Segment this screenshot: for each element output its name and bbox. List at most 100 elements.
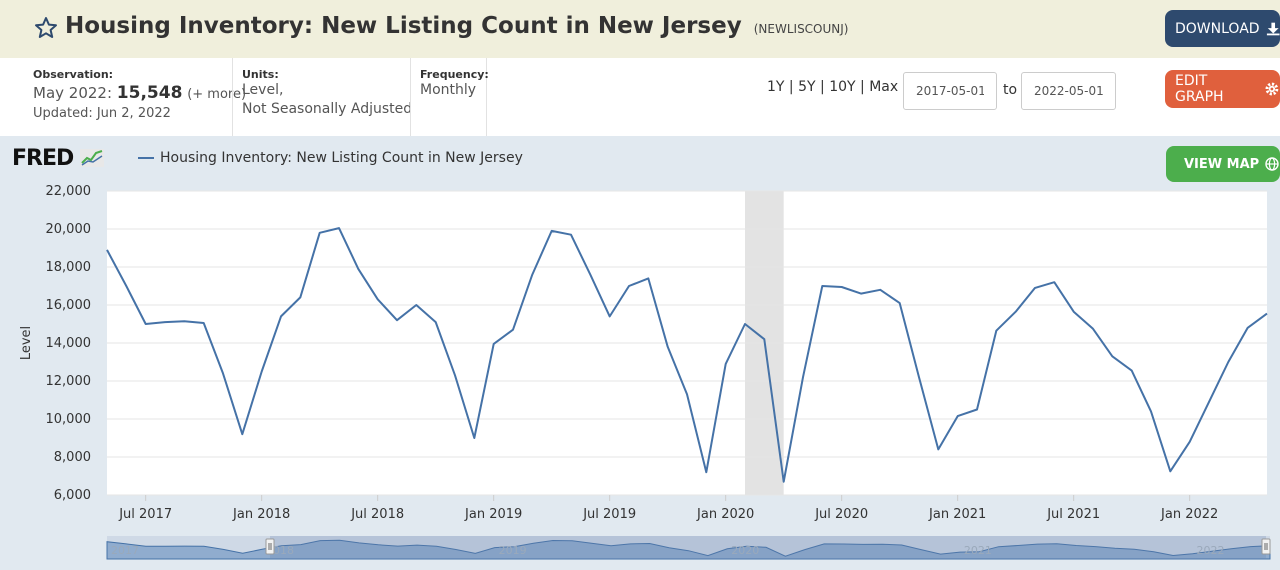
data-point[interactable] (1226, 360, 1230, 364)
range-max-link[interactable]: Max (869, 79, 899, 95)
page-title: Housing Inventory: New Listing Count in … (65, 13, 849, 39)
navigator-selection[interactable] (270, 536, 1266, 559)
data-point[interactable] (163, 320, 167, 324)
data-point[interactable] (820, 284, 824, 288)
range-1y-link[interactable]: 1Y (767, 79, 785, 95)
data-point[interactable] (240, 432, 244, 436)
navigator-year-label: 2017 (111, 544, 139, 557)
data-point[interactable] (530, 273, 534, 277)
navigator-year-label: 2019 (499, 544, 527, 557)
x-tick-label: Jul 2020 (814, 507, 868, 522)
data-point[interactable] (588, 273, 592, 277)
data-point[interactable] (898, 301, 902, 305)
data-point[interactable] (878, 288, 882, 292)
data-point[interactable] (917, 375, 921, 379)
data-point[interactable] (298, 295, 302, 299)
data-point[interactable] (182, 319, 186, 323)
data-point[interactable] (1246, 326, 1250, 330)
navigator-handle[interactable] (1261, 538, 1271, 555)
data-point[interactable] (1168, 469, 1172, 473)
data-point[interactable] (1110, 354, 1114, 358)
series-line[interactable] (106, 227, 1268, 483)
y-tick-label: 16,000 (46, 298, 92, 313)
data-point[interactable] (743, 322, 747, 326)
y-tick-label: 22,000 (46, 184, 92, 199)
range-10y-link[interactable]: 10Y (829, 79, 856, 95)
data-point[interactable] (704, 470, 708, 474)
edit-graph-button[interactable]: EDIT GRAPH (1165, 70, 1280, 108)
data-point[interactable] (453, 373, 457, 377)
data-point[interactable] (318, 231, 322, 235)
data-point[interactable] (337, 226, 341, 230)
to-label: to (1003, 82, 1018, 98)
data-point[interactable] (260, 370, 264, 374)
data-point[interactable] (782, 480, 786, 484)
legend-swatch (138, 157, 154, 159)
data-point[interactable] (472, 436, 476, 440)
end-date-input[interactable] (1021, 72, 1116, 110)
data-point[interactable] (1265, 312, 1269, 316)
data-point[interactable] (646, 276, 650, 280)
data-point[interactable] (762, 337, 766, 341)
data-point[interactable] (492, 342, 496, 346)
x-tick-label: Jul 2021 (1046, 507, 1100, 522)
data-point[interactable] (414, 303, 418, 307)
data-point[interactable] (1072, 310, 1076, 314)
globe-icon (1265, 157, 1279, 171)
data-point[interactable] (550, 229, 554, 233)
navigator-year-label: 2022 (1196, 544, 1224, 557)
data-point[interactable] (1091, 327, 1095, 331)
y-axis-label: Level (19, 326, 34, 360)
start-date-input[interactable] (903, 72, 997, 110)
data-point[interactable] (1188, 440, 1192, 444)
data-point[interactable] (434, 320, 438, 324)
data-point[interactable] (724, 362, 728, 366)
more-observations-link[interactable]: (+ more) (187, 87, 247, 102)
data-point[interactable] (202, 321, 206, 325)
data-point[interactable] (105, 248, 109, 252)
data-point[interactable] (840, 285, 844, 289)
download-icon (1266, 22, 1280, 35)
data-point[interactable] (511, 328, 515, 332)
observation-value: 15,548 (116, 83, 183, 103)
view-map-button[interactable]: VIEW MAP (1166, 146, 1280, 182)
data-point[interactable] (144, 322, 148, 326)
data-point[interactable] (395, 318, 399, 322)
data-point[interactable] (994, 329, 998, 333)
data-point[interactable] (1207, 400, 1211, 404)
data-point[interactable] (685, 392, 689, 396)
data-point[interactable] (666, 345, 670, 349)
data-point[interactable] (569, 233, 573, 237)
data-point[interactable] (356, 267, 360, 271)
data-point[interactable] (124, 284, 128, 288)
data-point[interactable] (1149, 409, 1153, 413)
range-5y-link[interactable]: 5Y (798, 79, 816, 95)
legend-label: Housing Inventory: New Listing Count in … (160, 150, 523, 166)
x-tick-label: Jan 2021 (928, 507, 986, 522)
data-point[interactable] (859, 292, 863, 296)
data-point[interactable] (1052, 280, 1056, 284)
data-point[interactable] (1014, 310, 1018, 314)
data-point[interactable] (221, 371, 225, 375)
navigator[interactable]: 2017 2018 2019 2020 2021 2022 (106, 536, 1271, 560)
data-point[interactable] (936, 447, 940, 451)
data-point[interactable] (627, 284, 631, 288)
download-button[interactable]: DOWNLOAD (1165, 10, 1280, 47)
data-point[interactable] (956, 414, 960, 418)
data-point[interactable] (801, 375, 805, 379)
units-value-line2: Not Seasonally Adjusted (242, 101, 413, 117)
data-point[interactable] (376, 297, 380, 301)
star-icon[interactable] (34, 16, 58, 40)
navigator-handle[interactable] (265, 538, 275, 555)
x-tick-label: Jul 2019 (582, 507, 636, 522)
data-point[interactable] (608, 314, 612, 318)
data-point[interactable] (975, 408, 979, 412)
data-point[interactable] (279, 314, 283, 318)
fred-logo: FRED (12, 146, 104, 171)
navigator-series (106, 539, 1271, 560)
data-point[interactable] (1130, 369, 1134, 373)
series-id: (NEWLISCOUNJ) (753, 22, 849, 36)
meta-row: Observation: May 2022: 15,548 (+ more) U… (0, 58, 1280, 136)
data-point[interactable] (1033, 286, 1037, 290)
chart-legend: Housing Inventory: New Listing Count in … (138, 150, 523, 166)
